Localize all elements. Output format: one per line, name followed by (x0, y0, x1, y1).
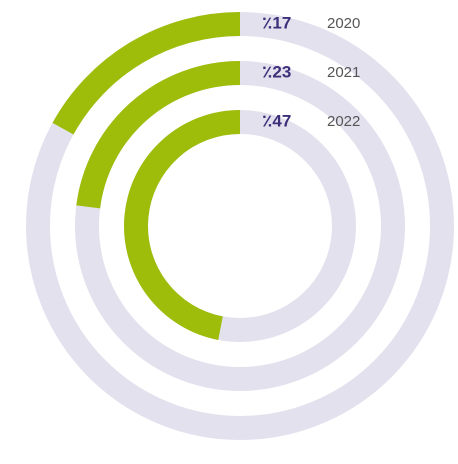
category-label: 2020 (327, 15, 360, 32)
value-label: ٪17 (262, 13, 291, 32)
category-label: 2022 (327, 113, 360, 130)
value-label: ٪47 (262, 111, 291, 130)
ring-bar (52, 12, 241, 135)
category-label: 2021 (327, 64, 360, 81)
value-label: ٪23 (262, 62, 291, 81)
ring-bar (76, 61, 241, 209)
ring-bar (124, 110, 241, 340)
